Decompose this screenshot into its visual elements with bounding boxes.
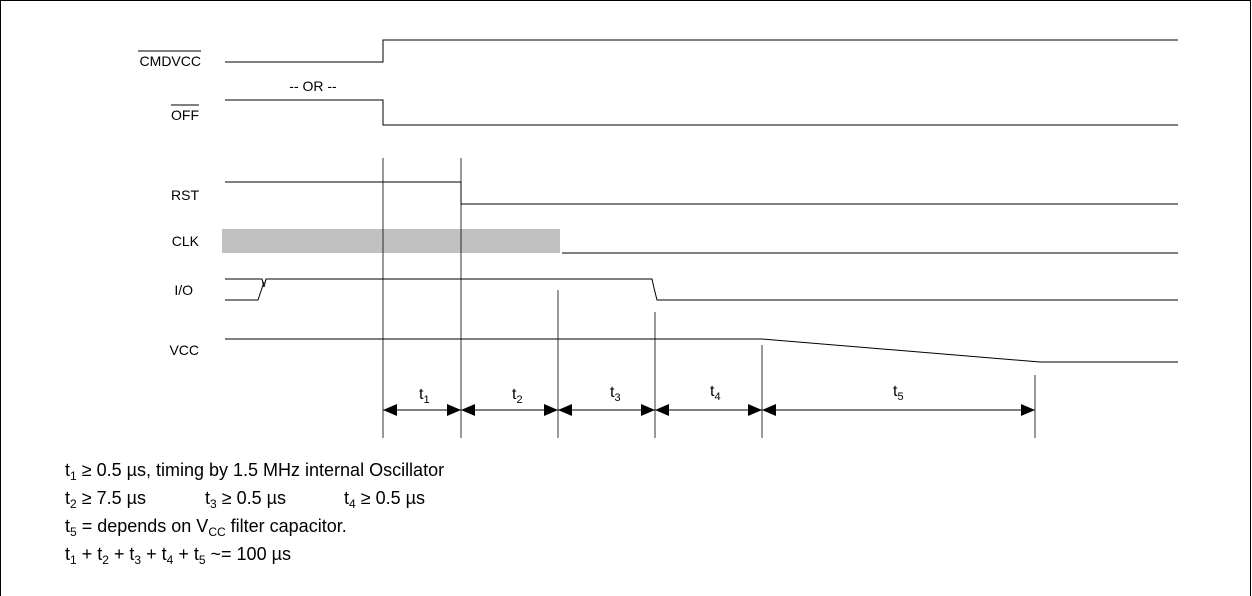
- svg-text:t3: t3: [610, 384, 621, 404]
- label-vcc: VCC: [169, 342, 199, 358]
- wave-rst: [225, 181, 1178, 205]
- wave-cmdvcc: [225, 39, 1178, 63]
- svg-text:t4: t4: [710, 383, 721, 403]
- label-rst: RST: [171, 187, 199, 203]
- wave-io-lower: [225, 281, 265, 301]
- interval-t4: t4: [655, 383, 762, 416]
- clk-active-region: [222, 229, 560, 253]
- svg-text:t5: t5: [893, 383, 904, 403]
- interval-t3: t3: [558, 384, 655, 416]
- interval-t2: t2: [461, 386, 558, 416]
- svg-text:t1: t1: [419, 386, 430, 406]
- label-or: -- OR --: [289, 78, 337, 94]
- note-line-3: t5 = depends on VCC filter capacitor.: [65, 516, 347, 539]
- svg-text:t2: t2: [512, 386, 523, 406]
- wave-io: [225, 278, 1178, 301]
- label-off: OFF: [171, 107, 199, 123]
- wave-vcc: [225, 338, 1178, 363]
- interval-t1: t1: [383, 386, 461, 416]
- note-line-4: t1 + t2 + t3 + t4 + t5 ~= 100 µs: [65, 544, 291, 567]
- note-line-2: t2 ≥ 7.5 µs t3 ≥ 0.5 µs t4 ≥ 0.5 µs: [65, 488, 425, 511]
- label-io: I/O: [174, 282, 193, 298]
- wave-off: [225, 99, 1178, 126]
- interval-t5: t5: [762, 383, 1035, 416]
- label-clk: CLK: [172, 233, 200, 249]
- note-line-1: t1 ≥ 0.5 µs, timing by 1.5 MHz internal …: [65, 460, 444, 483]
- label-cmdvcc: CMDVCC: [140, 53, 201, 69]
